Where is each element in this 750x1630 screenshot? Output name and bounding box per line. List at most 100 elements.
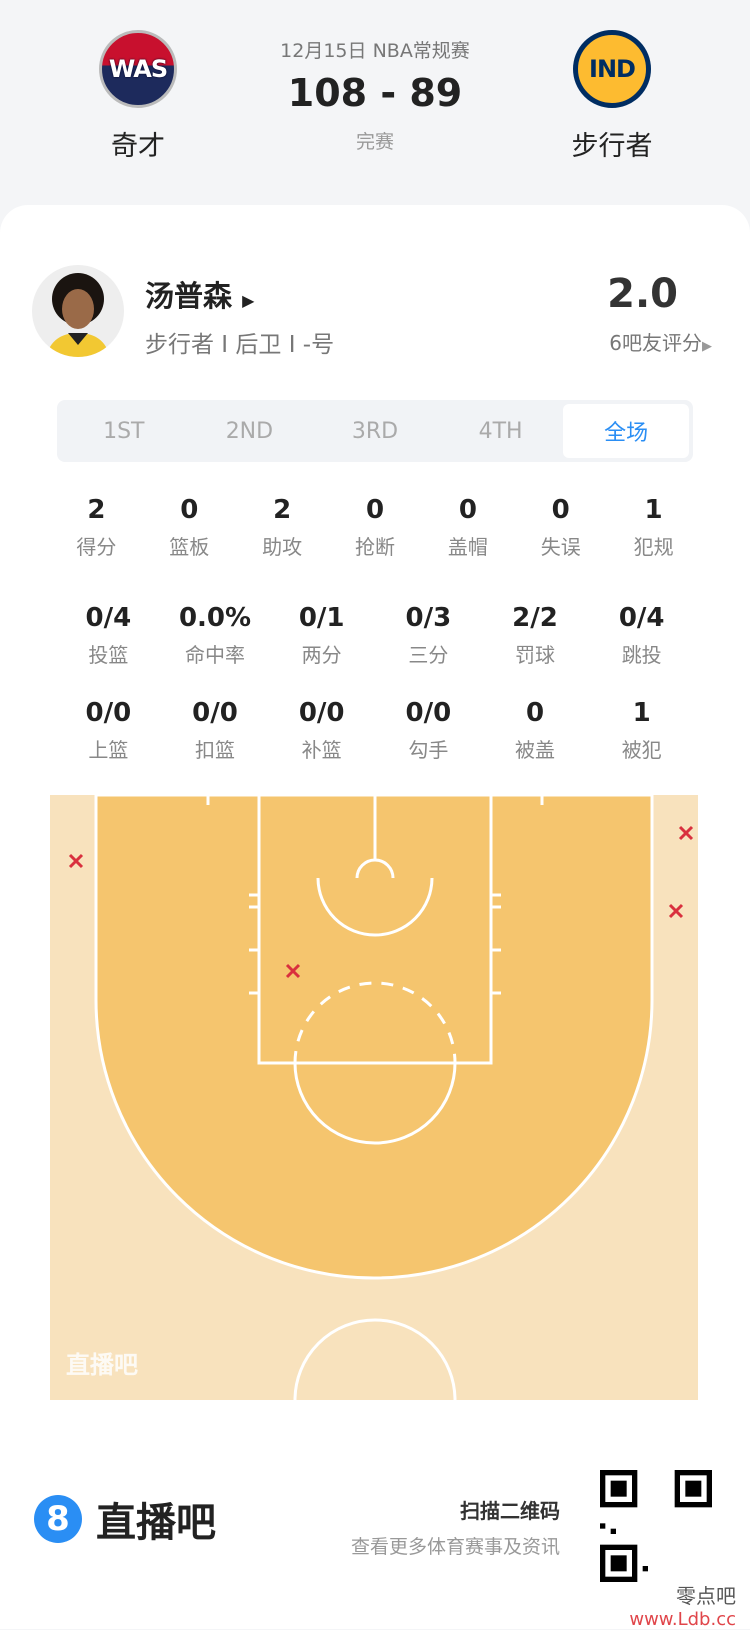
- tab-2nd[interactable]: 2ND: [225, 418, 274, 444]
- stat-label: 被犯: [621, 738, 662, 762]
- stat-cell: 0/3 三分: [375, 603, 482, 668]
- scan-title: 扫描二维码: [460, 1499, 560, 1523]
- was-logo: WAS: [99, 30, 177, 108]
- free-throw-circle: [293, 1062, 457, 1145]
- stat-cell: 1 犯规: [607, 495, 700, 560]
- shot-miss-marker: [668, 903, 684, 919]
- player-name-text: 汤普森: [145, 279, 233, 313]
- game-score: 108 - 89: [287, 71, 463, 115]
- stats-row-shot-types: 0/0 上篮 0/0 扣篮 0/0 补篮 0/0 勾手 0 被盖 1 被犯: [55, 698, 695, 763]
- player-name[interactable]: 汤普森 ▶: [145, 273, 254, 315]
- shot-chart: 直播吧: [50, 795, 698, 1400]
- stat-value: 0/3: [405, 603, 452, 633]
- shot-miss-marker: [285, 963, 301, 979]
- stat-label: 抢断: [355, 535, 395, 559]
- stat-label: 两分: [301, 643, 342, 667]
- stat-label: 跳投: [621, 643, 662, 667]
- rating-count-text: 6吧友评分: [609, 331, 702, 355]
- stat-label: 盖帽: [447, 535, 488, 559]
- stats-row-shooting: 0/4 投篮 0.0% 命中率 0/1 两分 0/3 三分 2/2 罚球 0/4 跳投: [55, 603, 695, 668]
- home-team-name: 奇才: [111, 131, 165, 162]
- stat-value: 1: [632, 698, 651, 728]
- period-tabs: 1ST 2ND 3RD 4TH 全场: [57, 400, 693, 462]
- stat-value: 2: [87, 495, 106, 525]
- stat-label: 三分: [408, 643, 449, 667]
- game-status: 完赛: [355, 131, 394, 153]
- stat-cell: 0/0 上篮: [55, 698, 162, 763]
- stat-cell: 0/0 勾手: [375, 698, 482, 763]
- stat-value: 0: [458, 495, 477, 525]
- stat-label: 勾手: [408, 738, 449, 762]
- stat-value: 0: [180, 495, 199, 525]
- stat-value: 0: [365, 495, 385, 525]
- stat-label: 助攻: [262, 535, 303, 559]
- stat-value: 0/0: [298, 698, 345, 728]
- stat-cell: 0.0% 命中率: [162, 603, 269, 668]
- stat-label: 被盖: [515, 738, 556, 762]
- stat-value: 0: [551, 495, 570, 525]
- shot-miss-marker: [68, 853, 84, 869]
- stat-cell: 0/1 两分: [268, 603, 375, 668]
- watermark-cn: 零点吧: [676, 1584, 736, 1608]
- caret-right-icon: ▶: [242, 291, 255, 310]
- stat-value: 0: [525, 698, 545, 728]
- tab-full-game[interactable]: 全场: [563, 404, 689, 458]
- stat-label: 扣篮: [195, 738, 235, 762]
- stat-cell: 0/4 投篮: [55, 603, 162, 668]
- stat-cell: 0 失误: [514, 495, 607, 560]
- stat-value: 0/0: [85, 698, 132, 728]
- stat-value: 0/4: [618, 603, 665, 633]
- stat-value: 0/0: [192, 698, 238, 728]
- stat-cell: 0 盖帽: [421, 495, 514, 560]
- stat-label: 犯规: [633, 535, 674, 559]
- caret-right-icon: ▶: [702, 339, 712, 354]
- scan-prompt: 扫描二维码 查看更多体育赛事及资讯: [351, 1495, 560, 1559]
- stat-label: 篮板: [169, 535, 210, 559]
- stat-value: 0.0%: [178, 603, 252, 633]
- player-info: 步行者 I 后卫 I -号: [145, 332, 335, 358]
- tab-3rd[interactable]: 3RD: [351, 418, 399, 444]
- stat-cell: 1 被犯: [588, 698, 695, 763]
- stat-value: 2: [273, 495, 292, 525]
- stat-cell: 0/0 扣篮: [162, 698, 269, 763]
- brand-logo: 8 直播吧: [34, 1490, 216, 1548]
- away-team-name: 步行者: [571, 131, 653, 162]
- stat-label: 失误: [540, 535, 581, 559]
- home-team[interactable]: WAS 奇才: [68, 30, 208, 163]
- stat-value: 2/2: [512, 603, 558, 633]
- qr-code[interactable]: [600, 1470, 712, 1582]
- stat-cell: 0/0 补篮: [268, 698, 375, 763]
- player-rating: 2.0: [607, 271, 678, 317]
- stat-label: 补篮: [301, 738, 342, 762]
- stat-label: 投篮: [88, 643, 129, 667]
- scan-subtitle: 查看更多体育赛事及资讯: [350, 1536, 560, 1558]
- watermark-url: www.Ldb.cc: [629, 1609, 736, 1630]
- game-header: WAS 奇才 12月15日 NBA常规赛 108 - 89 完赛 IND 步行者: [0, 0, 750, 205]
- stat-cell: 0/4 跳投: [588, 603, 695, 668]
- paint: [257, 795, 493, 1065]
- court-watermark: 直播吧: [66, 1351, 138, 1379]
- tab-1st[interactable]: 1ST: [103, 418, 145, 444]
- stat-cell: 2/2 罚球: [482, 603, 589, 668]
- stat-cell: 2 得分: [50, 495, 143, 560]
- stat-label: 命中率: [185, 643, 245, 667]
- stat-cell: 0 被盖: [482, 698, 589, 763]
- stats-row-basic: 2 得分 0 篮板 2 助攻 0 抢断 0 盖帽 0 失误 1 犯规: [50, 495, 700, 560]
- brand-icon: 8: [34, 1495, 82, 1543]
- stat-value: 1: [644, 495, 663, 525]
- rating-count-link[interactable]: 6吧友评分▶: [609, 327, 712, 356]
- ind-logo: IND: [573, 30, 651, 108]
- stat-cell: 2 助攻: [236, 495, 329, 560]
- tab-4th[interactable]: 4TH: [478, 418, 523, 444]
- stat-value: 0/0: [405, 698, 452, 728]
- stat-value: 0/4: [85, 603, 132, 633]
- game-info: 12月15日 NBA常规赛 108 - 89 完赛: [225, 36, 525, 154]
- player-card: 汤普森 ▶ 步行者 I 后卫 I -号 2.0 6吧友评分▶ 1ST 2ND 3…: [0, 205, 750, 1630]
- restricted-area: [316, 877, 434, 937]
- three-point-area: [94, 795, 654, 1280]
- site-watermark: 零点吧 www.Ldb.cc: [629, 1580, 736, 1630]
- away-team[interactable]: IND 步行者: [542, 30, 682, 163]
- player-avatar[interactable]: [32, 265, 124, 357]
- center-circle: [293, 1318, 457, 1400]
- stat-cell: 0 抢断: [329, 495, 422, 560]
